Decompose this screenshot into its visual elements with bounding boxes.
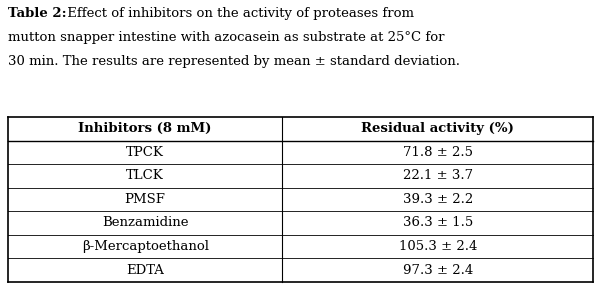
Text: TLCK: TLCK bbox=[126, 169, 164, 182]
Text: Table 2:: Table 2: bbox=[8, 7, 67, 20]
Text: 97.3 ± 2.4: 97.3 ± 2.4 bbox=[403, 264, 473, 277]
Text: EDTA: EDTA bbox=[126, 264, 164, 277]
Text: 39.3 ± 2.2: 39.3 ± 2.2 bbox=[403, 193, 473, 206]
Text: PMSF: PMSF bbox=[124, 193, 166, 206]
Text: Effect of inhibitors on the activity of proteases from: Effect of inhibitors on the activity of … bbox=[63, 7, 414, 20]
Text: β-Mercaptoethanol: β-Mercaptoethanol bbox=[82, 240, 209, 253]
Text: 36.3 ± 1.5: 36.3 ± 1.5 bbox=[403, 216, 473, 229]
Text: Inhibitors (8 mM): Inhibitors (8 mM) bbox=[79, 122, 212, 135]
Text: mutton snapper intestine with azocasein as substrate at 25°C for: mutton snapper intestine with azocasein … bbox=[8, 31, 444, 44]
Text: 105.3 ± 2.4: 105.3 ± 2.4 bbox=[398, 240, 477, 253]
Text: TPCK: TPCK bbox=[126, 146, 164, 159]
Text: Benzamidine: Benzamidine bbox=[102, 216, 188, 229]
Text: 71.8 ± 2.5: 71.8 ± 2.5 bbox=[403, 146, 473, 159]
Text: 22.1 ± 3.7: 22.1 ± 3.7 bbox=[403, 169, 473, 182]
Text: 30 min. The results are represented by mean ± standard deviation.: 30 min. The results are represented by m… bbox=[8, 55, 460, 68]
Text: Residual activity (%): Residual activity (%) bbox=[361, 122, 514, 135]
